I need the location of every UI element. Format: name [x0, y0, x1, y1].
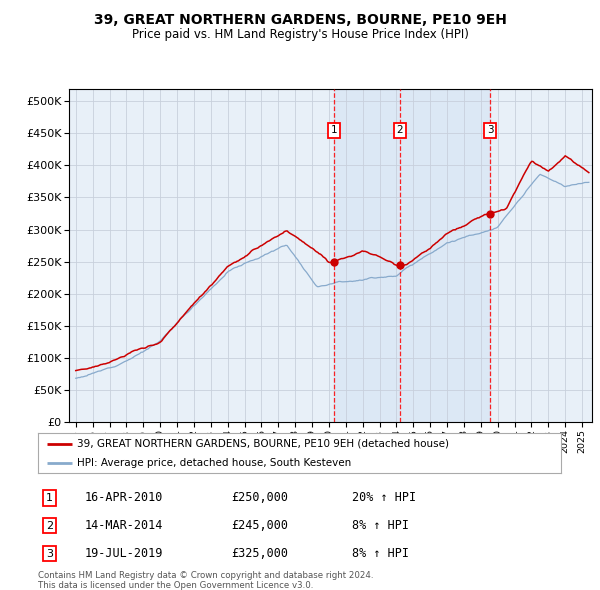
Text: £245,000: £245,000 — [232, 519, 289, 532]
Text: 14-MAR-2014: 14-MAR-2014 — [85, 519, 163, 532]
Text: 3: 3 — [487, 125, 493, 135]
Text: HPI: Average price, detached house, South Kesteven: HPI: Average price, detached house, Sout… — [77, 458, 351, 468]
Text: 8% ↑ HPI: 8% ↑ HPI — [352, 519, 409, 532]
Text: £250,000: £250,000 — [232, 491, 289, 504]
Text: 39, GREAT NORTHERN GARDENS, BOURNE, PE10 9EH: 39, GREAT NORTHERN GARDENS, BOURNE, PE10… — [94, 13, 506, 27]
Text: £325,000: £325,000 — [232, 547, 289, 560]
Text: 3: 3 — [46, 549, 53, 559]
Text: 39, GREAT NORTHERN GARDENS, BOURNE, PE10 9EH (detached house): 39, GREAT NORTHERN GARDENS, BOURNE, PE10… — [77, 439, 449, 449]
Text: Price paid vs. HM Land Registry's House Price Index (HPI): Price paid vs. HM Land Registry's House … — [131, 28, 469, 41]
Text: 20% ↑ HPI: 20% ↑ HPI — [352, 491, 416, 504]
Text: 8% ↑ HPI: 8% ↑ HPI — [352, 547, 409, 560]
Text: 19-JUL-2019: 19-JUL-2019 — [85, 547, 163, 560]
Text: Contains HM Land Registry data © Crown copyright and database right 2024.: Contains HM Land Registry data © Crown c… — [38, 571, 373, 579]
Text: 1: 1 — [46, 493, 53, 503]
Text: 16-APR-2010: 16-APR-2010 — [85, 491, 163, 504]
Text: This data is licensed under the Open Government Licence v3.0.: This data is licensed under the Open Gov… — [38, 581, 313, 589]
Bar — [334, 88, 490, 422]
Text: 1: 1 — [331, 125, 337, 135]
Text: 2: 2 — [397, 125, 403, 135]
Text: 2: 2 — [46, 520, 53, 530]
